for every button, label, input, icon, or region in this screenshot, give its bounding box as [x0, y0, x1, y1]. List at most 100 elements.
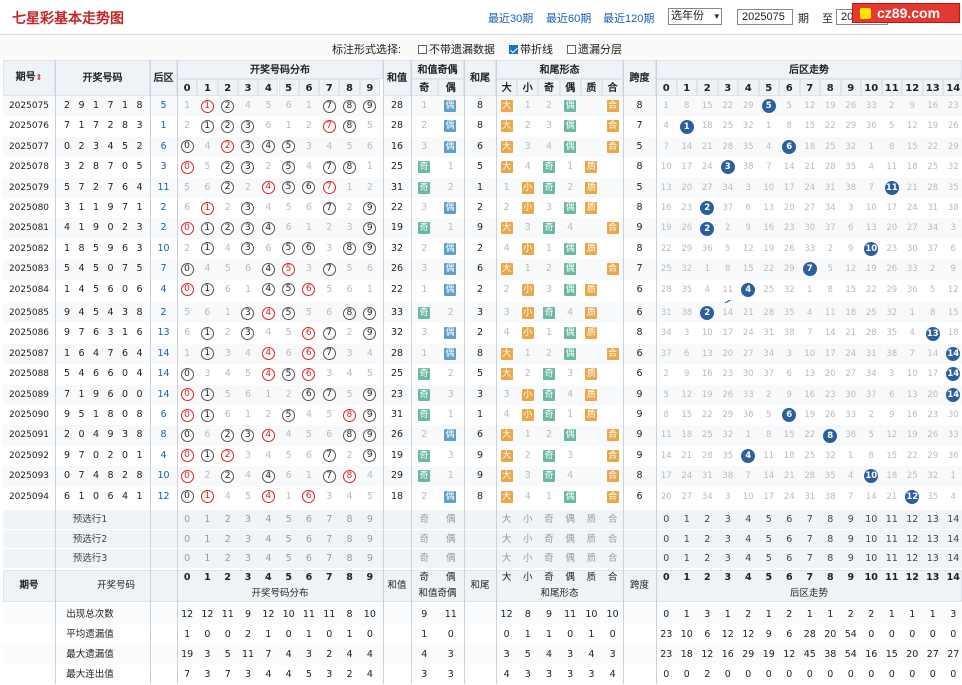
dist-ball-3: 3: [241, 201, 255, 215]
stat-form: 1: [524, 628, 531, 640]
dist-miss: 5: [346, 263, 353, 275]
sort-icon[interactable]: ⇕: [35, 73, 43, 82]
draw-digit: 1: [121, 100, 129, 111]
dist-miss: 6: [285, 470, 292, 482]
row-bg: [3, 343, 962, 365]
back-cell: 6: [160, 140, 167, 152]
predict-trend-cell: 9: [847, 514, 854, 525]
trend-miss: 22: [824, 121, 836, 132]
trend-miss: 5: [663, 389, 669, 400]
trend-miss: 5: [868, 430, 874, 441]
form-miss: 4: [524, 161, 531, 173]
trend-miss: 16: [906, 410, 918, 420]
dist-ball-9: 9: [363, 326, 377, 340]
dist-miss: 5: [346, 140, 353, 152]
predict-form-cell: 大: [501, 533, 512, 545]
stat-row-bg: [3, 664, 962, 685]
form-miss: 2: [503, 283, 510, 295]
period-cell: 2025082: [8, 243, 50, 254]
dist-miss: 2: [224, 327, 231, 339]
sum-oe-miss: 3: [421, 263, 428, 275]
footer-trend-col: 9: [847, 571, 855, 583]
dist-ball-7: 7: [322, 160, 336, 174]
trend-miss: 31: [804, 491, 816, 502]
trend-miss: 32: [742, 121, 754, 132]
dist-miss: 2: [346, 327, 353, 339]
trend-miss: 1: [868, 141, 874, 152]
dist-ball-4: 4: [261, 367, 275, 381]
predict-form-cell: 偶: [565, 533, 575, 545]
option-no-missing[interactable]: 不带遗漏数据: [418, 41, 495, 57]
draw-digit: 2: [107, 449, 114, 461]
stat-trend: 16: [865, 648, 878, 660]
trend-miss: 3: [889, 369, 895, 380]
form-oe-tag: 偶: [564, 429, 577, 442]
dist-miss: 5: [224, 388, 231, 400]
stat-trend: 0: [888, 628, 895, 640]
form-size-tag: 大: [500, 470, 513, 483]
draw-digit: 8: [136, 429, 143, 441]
checkbox-icon[interactable]: [567, 45, 576, 54]
stat-trend: 0: [724, 668, 731, 680]
checkbox-checked-icon[interactable]: [509, 45, 518, 54]
draw-digit: 1: [92, 409, 100, 420]
predict-oe-cell: 奇: [419, 553, 429, 564]
trend-miss: 24: [845, 348, 857, 359]
dist-ball-8: 8: [342, 99, 356, 113]
logo-text: cz89.com: [877, 5, 941, 21]
form-prime-tag: 质: [585, 181, 598, 194]
trend-miss: 30: [906, 243, 918, 254]
tail-cell: 3: [476, 388, 484, 400]
trend-miss: 16: [927, 101, 939, 111]
sum-cell: 22: [390, 202, 404, 213]
trend-node: 4: [741, 449, 756, 463]
trend-miss: 7: [868, 182, 874, 193]
trend-node: 12: [905, 489, 920, 504]
draw-digit: 7: [78, 470, 85, 482]
trend-miss: 10: [763, 182, 775, 193]
sum-oe-miss: 2: [421, 120, 428, 132]
trend-miss: 21: [701, 141, 713, 152]
stat-dist: 1: [346, 628, 353, 640]
dist-miss: 5: [184, 181, 191, 193]
form-miss: 3: [545, 202, 552, 213]
predict-trend-cell: 3: [724, 514, 731, 525]
back-cell: 2: [160, 202, 167, 213]
stat-trend: 0: [683, 668, 690, 680]
sum-oe-tag: 奇: [418, 307, 430, 319]
dist-ball-0: 0: [180, 283, 194, 297]
stat-dist: 8: [346, 608, 353, 620]
trend-miss: 8: [766, 430, 772, 441]
sum-cell: 28: [390, 120, 404, 132]
trend-miss: 12: [845, 264, 857, 275]
dist-miss: 6: [204, 307, 211, 318]
predict-trend-cell: 4: [745, 514, 752, 525]
checkbox-icon[interactable]: [418, 45, 427, 54]
recent-60-link[interactable]: 最近60期: [546, 13, 592, 25]
form-miss: 4: [567, 307, 574, 318]
sum-cell: 32: [390, 327, 404, 339]
dist-miss: 5: [204, 161, 211, 173]
draw-digit: 2: [78, 161, 85, 173]
dist-miss: 6: [305, 449, 312, 461]
trend-node: 7: [802, 262, 817, 277]
stat-form: 4: [545, 648, 552, 660]
predict-form-cell: 奇: [544, 553, 554, 564]
option-with-line[interactable]: 带折线: [509, 41, 553, 57]
recent-30-link[interactable]: 最近30期: [488, 13, 534, 25]
draw-digit: 2: [78, 140, 85, 152]
trend-miss: 37: [824, 223, 836, 234]
year-select[interactable]: 选年份: [668, 8, 722, 25]
trend-miss: 25: [865, 308, 877, 318]
dist-ball-2: 2: [221, 428, 235, 442]
dist-ball-0: 0: [180, 408, 194, 422]
option-layered[interactable]: 遗漏分层: [567, 41, 622, 57]
sum-oe-miss: 1: [421, 100, 428, 111]
draw-digit: 3: [136, 242, 143, 254]
trend-miss: 12: [804, 101, 816, 111]
sum-oe-tag: 偶: [444, 347, 456, 360]
trend-miss: 12: [886, 430, 898, 441]
recent-120-link[interactable]: 最近120期: [603, 13, 655, 25]
period-from-input[interactable]: 2025075: [737, 9, 793, 25]
dist-ball-8: 8: [342, 160, 356, 174]
